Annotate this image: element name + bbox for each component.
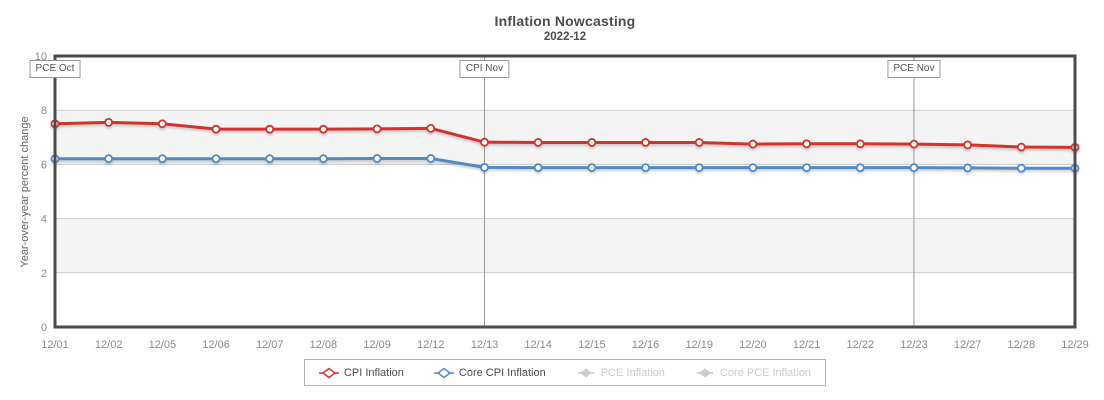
data-point-marker[interactable] [694,163,704,173]
data-point-marker[interactable] [694,138,704,147]
data-point-marker[interactable] [157,154,167,164]
x-tick-label: 12/05 [149,339,177,351]
data-point-marker[interactable] [372,124,382,134]
data-point-marker[interactable] [533,163,543,173]
chart-subtitle: 2022-12 [543,31,587,43]
data-point-marker[interactable] [748,139,758,149]
data-point-marker[interactable] [641,163,650,173]
legend-item-label: PCE Inflation [600,366,665,379]
legend-box: CPI Inflation Core CPI Inflation PCE Inf… [303,359,827,386]
grid-band [55,218,1075,273]
annotation-label-pce-oct: PCE Oct [29,60,81,78]
data-point-marker[interactable] [748,163,758,173]
data-point-marker[interactable] [372,154,382,163]
series-line [55,156,1075,170]
x-tick-label: 12/13 [471,339,499,351]
chart-title: Inflation Nowcasting [494,13,636,29]
x-tick-label: 12/27 [954,339,982,351]
x-tick-label: 12/06 [202,339,230,351]
data-point-marker[interactable] [211,124,221,134]
x-tick-label: 12/09 [363,339,391,351]
data-point-marker[interactable] [104,117,114,127]
core-cpi-legend-marker-icon [433,367,454,378]
y-tick-label: 0 [41,322,47,334]
data-point-marker[interactable] [157,119,167,129]
annotation-label-pce-nov: PCE Nov [887,60,941,78]
x-tick-label: 12/08 [310,339,338,351]
x-tick-label: 12/15 [578,339,606,351]
grid-band [55,110,1075,165]
legend-item-core-pce-inflation[interactable]: Core PCE Inflation [695,367,811,379]
x-tick-label: 12/12 [417,339,445,351]
data-point-marker[interactable] [533,138,543,147]
data-point-marker[interactable] [319,154,328,164]
data-point-marker[interactable] [426,123,436,133]
data-point-marker[interactable] [587,138,597,147]
data-point-marker[interactable] [265,154,275,164]
series-line [54,120,1076,149]
data-point-marker[interactable] [855,139,865,149]
x-tick-label: 12/21 [793,339,821,351]
x-tick-label: 12/20 [739,339,767,351]
data-point-marker[interactable] [319,124,328,134]
data-point-marker[interactable] [1016,163,1026,173]
legend-item-label: Core PCE Inflation [719,366,812,379]
legend: CPI Inflation Core CPI Inflation PCE Inf… [55,359,1075,386]
data-point-marker[interactable] [641,138,650,147]
legend-item-cpi-inflation[interactable]: CPI Inflation [318,366,404,379]
x-tick-label: 12/28 [1008,339,1036,351]
series-core-cpi-inflation [50,154,1080,173]
core-pce-legend-marker-icon [696,368,713,377]
data-point-marker[interactable] [802,139,811,149]
x-tick-label: 12/14 [524,339,552,351]
data-point-marker[interactable] [587,163,597,173]
y-tick-label: 8 [41,105,47,117]
legend-item-core-cpi-inflation[interactable]: Core CPI Inflation [433,366,546,379]
series-cpi-inflation [50,117,1080,152]
plot-border [53,54,1077,329]
data-point-marker[interactable] [104,154,114,164]
y-tick-label: 2 [41,268,47,280]
annotation-label-cpi-nov: CPI Nov [459,60,510,78]
data-point-marker[interactable] [426,154,436,163]
legend-item-pce-inflation[interactable]: PCE Inflation [576,367,665,379]
pce-legend-marker-icon [577,368,594,377]
data-point-marker[interactable] [963,140,973,150]
x-tick-label: 12/16 [632,339,660,351]
x-tick-label: 12/01 [41,339,69,351]
y-tick-label: 4 [41,214,47,226]
y-tick-label: 6 [41,159,47,171]
x-tick-label: 12/02 [95,339,123,351]
data-point-marker[interactable] [480,137,489,147]
x-tick-label: 12/22 [846,339,874,351]
data-point-marker[interactable] [480,162,489,172]
data-point-marker[interactable] [802,163,811,173]
data-point-marker[interactable] [909,139,919,149]
data-point-marker[interactable] [963,163,973,173]
data-point-marker[interactable] [909,163,919,173]
x-tick-label: 12/19 [685,339,713,351]
x-tick-label: 12/29 [1061,339,1089,351]
data-point-marker[interactable] [855,163,865,173]
data-point-marker[interactable] [1016,142,1026,152]
cpi-legend-marker-icon [318,367,339,378]
legend-item-label: CPI Inflation [343,366,404,379]
x-tick-label: 12/07 [256,339,284,351]
data-point-marker[interactable] [265,124,275,134]
legend-item-label: Core CPI Inflation [458,366,546,379]
x-tick-label: 12/23 [900,339,928,351]
data-point-marker[interactable] [211,154,221,164]
